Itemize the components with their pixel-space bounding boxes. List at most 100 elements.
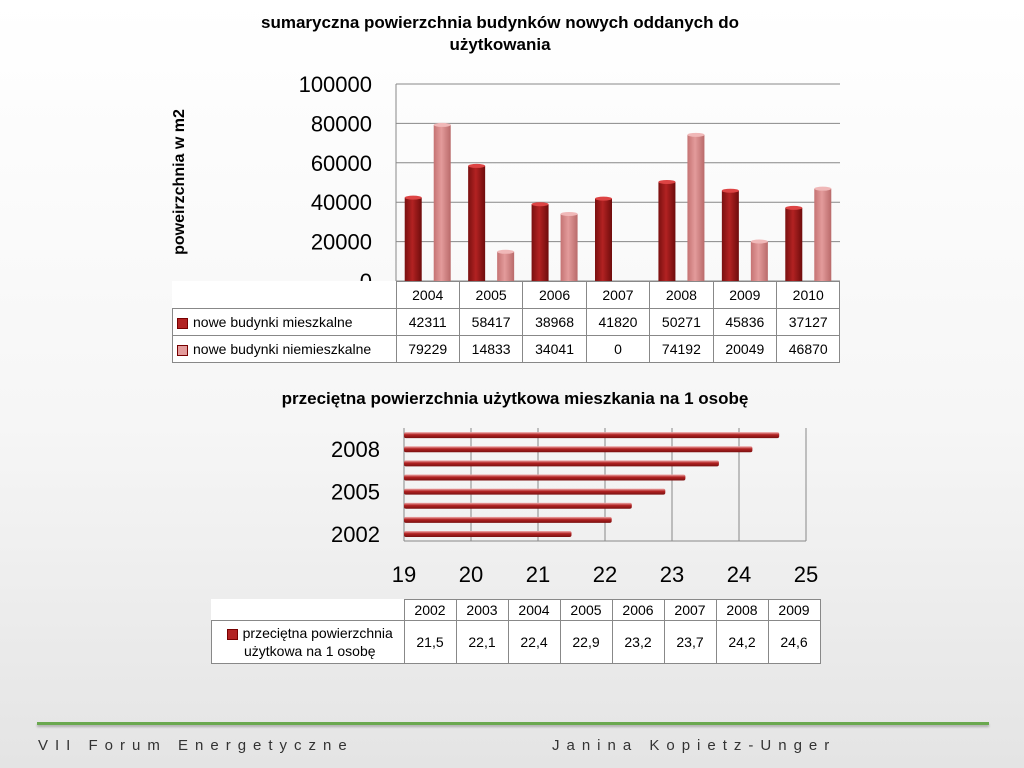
chart1-bar-niemieszkalne	[750, 241, 768, 281]
chart1-bar-mieszkalne	[468, 165, 486, 281]
chart1-data-label: 50271	[649, 308, 714, 336]
chart2-x-tick-label: 22	[593, 562, 617, 587]
chart1-legend-entry: nowe budynki mieszkalne	[172, 308, 397, 336]
chart1-bar-cap	[560, 211, 578, 216]
chart1-y-tick-label: 60000	[311, 151, 372, 176]
chart2-category-label: 2007	[663, 599, 717, 621]
chart2-y-tick-label: 2005	[331, 480, 380, 505]
chart1-bar-mieszkalne	[595, 198, 612, 281]
chart2-category-label: 2008	[715, 599, 769, 621]
chart1-x-tick-label: 2009	[712, 281, 778, 309]
chart1-x-tick-label: 2006	[522, 281, 587, 309]
chart1-x-tick-label: 2008	[649, 281, 714, 309]
legend-label: przeciętna powierzchnia	[242, 625, 393, 641]
chart1-bar-mieszkalne	[404, 197, 422, 281]
chart1-data-label: 45836	[712, 308, 778, 336]
chart1-y-tick-label: 40000	[311, 190, 372, 215]
legend-label: nowe budynki mieszkalne	[193, 314, 353, 330]
chart2-data-label: 22,9	[559, 620, 613, 664]
chart1-bar-cap	[531, 202, 549, 207]
chart2-bar	[404, 530, 572, 537]
chart1-bar-cap	[404, 195, 422, 200]
table-corner	[173, 282, 397, 309]
chart1-data-table: 2004 2005 2006 2007 2008 2009 2010 nowe budynk…	[172, 281, 841, 363]
chart1-bar-cap	[721, 188, 739, 193]
chart1-bar-niemieszkalne	[687, 134, 705, 281]
chart2-bar	[404, 474, 686, 481]
chart1-bar-niemieszkalne	[814, 188, 832, 281]
chart1-bar-cap	[814, 186, 832, 191]
chart1-data-label: 37127	[776, 308, 841, 336]
chart2-x-tick-label: 23	[660, 562, 684, 587]
chart1-bar-cap	[785, 205, 803, 210]
chart2-data-label: 24,2	[715, 620, 769, 664]
chart2-x-tick-label: 19	[392, 562, 416, 587]
legend-label: nowe budynki niemieszkalne	[193, 341, 372, 357]
chart1-bar-cap	[595, 196, 612, 201]
footer-divider	[37, 722, 989, 725]
chart1-bar-niemieszkalne	[497, 251, 515, 281]
chart1-x-tick-label: 2007	[585, 281, 651, 309]
chart1-bar-cap	[658, 179, 676, 184]
chart1-data-label: 20049	[712, 335, 778, 363]
chart2-data-label: 22,1	[455, 620, 509, 664]
chart1-data-label: 41820	[585, 308, 651, 336]
legend-label: użytkowa na 1 osobę	[243, 643, 376, 659]
chart1-data-label: 79229	[395, 335, 460, 363]
chart1-y-tick-label: 20000	[311, 230, 372, 255]
chart2-bar	[404, 460, 719, 467]
chart2-x-tick-label: 24	[727, 562, 751, 587]
chart2-bar	[404, 488, 666, 495]
chart1-bar-niemieszkalne	[560, 213, 578, 281]
chart2-legend-entry: przeciętna powierzchnia użytkowa na 1 oso…	[211, 620, 405, 664]
chart1-title: sumaryczna powierzchnia budynków nowych …	[261, 13, 739, 54]
chart2-bar	[404, 516, 612, 523]
footer-right-text: Janina Kopietz-Unger	[552, 737, 837, 754]
chart1-x-tick-label: 2005	[458, 281, 524, 309]
chart1-data-label: 58417	[458, 308, 524, 336]
chart1-bar-mieszkalne	[531, 204, 549, 281]
chart2-y-tick-label: 2002	[331, 522, 380, 547]
chart2-category-label: 2005	[559, 599, 613, 621]
chart2-category-label: 2004	[507, 599, 561, 621]
chart1-data-label: 42311	[395, 308, 460, 336]
chart2-bar	[404, 502, 632, 509]
chart2-data-label: 24,6	[767, 620, 821, 664]
chart1-bar-niemieszkalne	[433, 124, 451, 281]
chart2-x-tick-label: 25	[794, 562, 818, 587]
chart1-data-label: 46870	[776, 335, 841, 363]
chart2-x-tick-label: 20	[459, 562, 483, 587]
chart2-category-label: 2006	[611, 599, 665, 621]
legend-swatch	[177, 344, 188, 356]
chart1-y-tick-label: 80000	[311, 111, 372, 136]
chart1-legend-entry: nowe budynki niemieszkalne	[172, 335, 397, 363]
table-corner	[212, 600, 405, 621]
chart1-data-label: 0	[585, 335, 651, 363]
chart1-data-label: 14833	[458, 335, 524, 363]
footer-left-text: VII Forum Energetyczne	[38, 737, 354, 754]
chart1-bar-cap	[750, 239, 768, 244]
chart1-bar-cap	[497, 249, 515, 254]
chart2-y-tick-label: 2008	[331, 437, 380, 462]
chart2-x-tick-label: 21	[526, 562, 550, 587]
chart2-category-label: 2002	[403, 599, 457, 621]
chart2-category-label: 2009	[767, 599, 821, 621]
chart2-data-table: 2002 2003 2004 2005 2006 2007 2008 2009 przecię…	[211, 599, 821, 664]
chart1-bar-mieszkalne	[721, 190, 739, 281]
chart1-x-tick-label: 2010	[776, 281, 841, 309]
legend-swatch	[177, 317, 188, 329]
chart2-data-label: 23,2	[611, 620, 665, 664]
chart2-category-label: 2003	[455, 599, 509, 621]
chart1-bar-cap	[468, 163, 486, 168]
legend-swatch	[226, 628, 238, 640]
chart2-data-label: 22,4	[507, 620, 561, 664]
chart2-title: przeciętna powierzchnia użytkowa mieszka…	[281, 389, 749, 408]
chart2-data-label: 23,7	[663, 620, 717, 664]
chart1-bar-mieszkalne	[785, 207, 803, 281]
chart1-x-tick-label: 2004	[395, 281, 460, 309]
chart2-data-label: 21,5	[403, 620, 457, 664]
chart2-bar	[404, 446, 753, 453]
chart1-data-label: 34041	[522, 335, 587, 363]
chart1-data-label: 38968	[522, 308, 587, 336]
